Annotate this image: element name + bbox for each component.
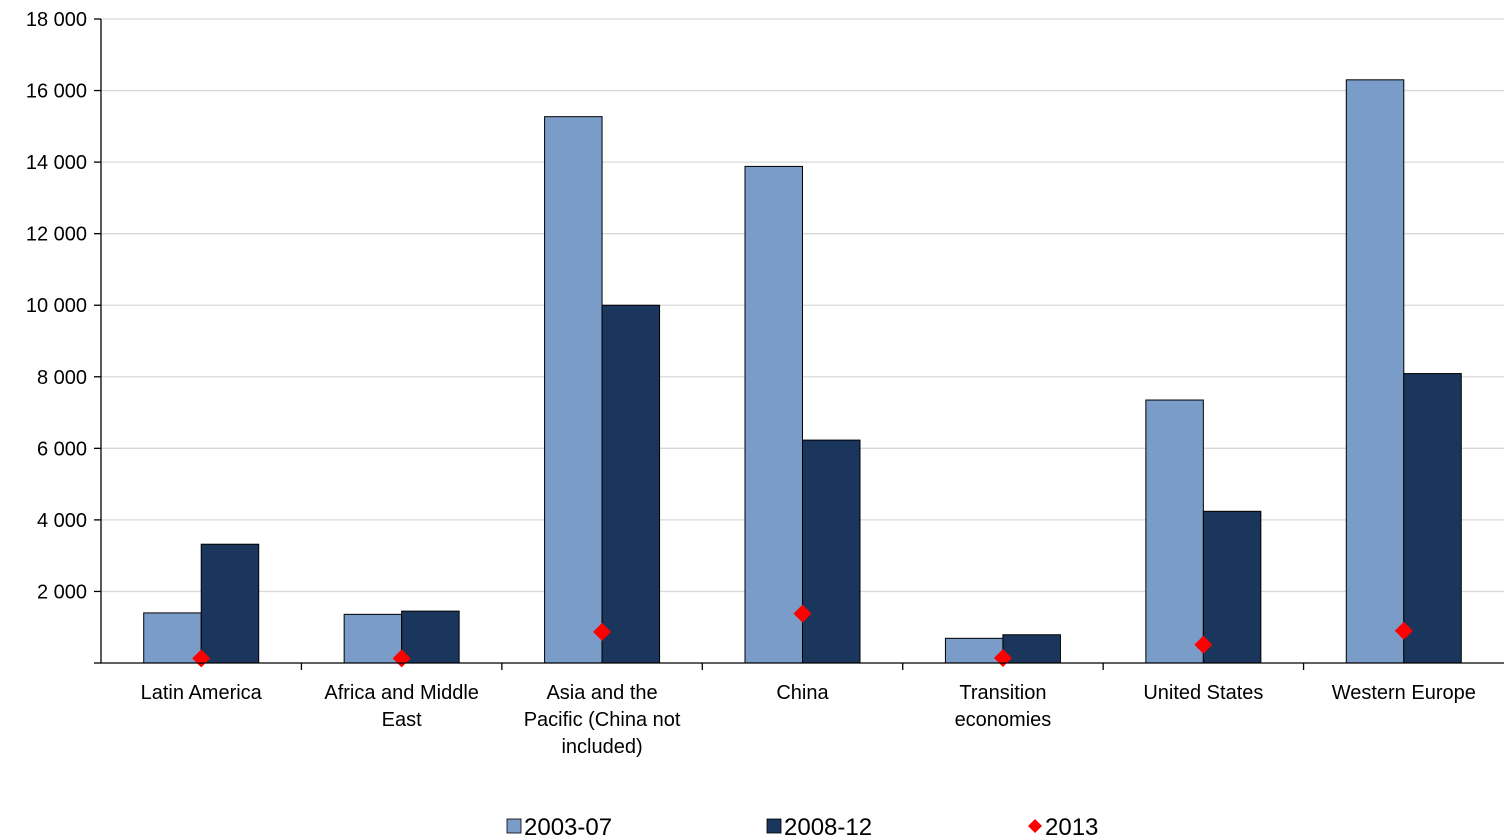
y-tick-label: 10 000: [26, 295, 87, 317]
x-category-label-line: United States: [1143, 682, 1263, 704]
y-tick-label: 16 000: [26, 81, 87, 103]
x-category-label-line: Asia and the: [546, 682, 657, 704]
bar-2003-07-0: [143, 612, 202, 664]
bar-2008-12-6: [1403, 373, 1462, 664]
y-tick-label: 4 000: [37, 510, 87, 532]
y-tick-label: 18 000: [26, 9, 87, 31]
bar-2003-07-6: [1345, 79, 1405, 664]
x-category-label: Western Europe: [1332, 682, 1476, 704]
bar-2008-12-2: [601, 304, 661, 664]
x-category-label-line: East: [382, 709, 422, 731]
y-tick-label: 6 000: [37, 438, 87, 460]
x-category-label-line: Latin America: [141, 682, 263, 704]
bar-2003-07-5: [1145, 399, 1204, 664]
x-category-label: Africa and Middle East: [324, 682, 479, 731]
bar-2003-07-1: [343, 613, 403, 664]
legend-label-2003-07: 2003-07: [524, 814, 612, 838]
marker-2013-3: [793, 604, 812, 623]
bar-2008-12-1: [401, 610, 460, 664]
bar-2003-07-2: [544, 116, 603, 664]
bars: [143, 79, 1462, 664]
x-category-label-line: Transition: [959, 682, 1046, 704]
x-category-label: China: [776, 682, 829, 704]
x-category-label: Asia and the Pacific (China not included): [524, 682, 681, 758]
legend: 2003-07 2008-12 2013: [506, 814, 1098, 838]
x-category-label-line: Western Europe: [1332, 682, 1476, 704]
legend-label-2013: 2013: [1045, 814, 1098, 838]
y-tick-label: 2 000: [37, 581, 87, 603]
x-category-label-line: Pacific (China not: [524, 709, 681, 731]
y-tick-label: 14 000: [26, 152, 87, 174]
legend-swatch-2003-07: [506, 818, 522, 834]
x-category-label-line: economies: [955, 709, 1052, 731]
x-category-label-line: China: [776, 682, 829, 704]
axes: [94, 18, 1504, 670]
bar-2003-07-4: [944, 637, 1004, 664]
bar-2008-12-5: [1202, 510, 1262, 664]
x-category-label: Transition economies: [955, 682, 1052, 731]
x-category-label: Latin America: [141, 682, 263, 704]
x-category-label: United States: [1143, 682, 1263, 704]
y-tick-labels: 2 000 4 000 6 000 8 000 10 000 12 000 14 000 16…: [26, 9, 87, 603]
category-labels: Latin America Africa and Middle East Asia a…: [141, 682, 1476, 758]
marker-2013-5: [1194, 635, 1213, 654]
legend-swatch-2008-12: [766, 818, 782, 834]
y-tick-label: 8 000: [37, 367, 87, 389]
y-tick-label: 12 000: [26, 224, 87, 246]
marker-2013-6: [1394, 621, 1413, 640]
bar-2003-07-3: [744, 165, 803, 664]
bar-2008-12-4: [1002, 634, 1061, 664]
x-category-label-line: included): [561, 736, 642, 758]
legend-swatch-2013: [1028, 819, 1042, 833]
legend-label-2008-12: 2008-12: [784, 814, 872, 838]
marker-2013-2: [593, 622, 612, 641]
bar-2008-12-0: [200, 543, 260, 664]
x-category-label-line: Africa and Middle: [324, 682, 479, 704]
bar-2008-12-3: [802, 439, 861, 664]
